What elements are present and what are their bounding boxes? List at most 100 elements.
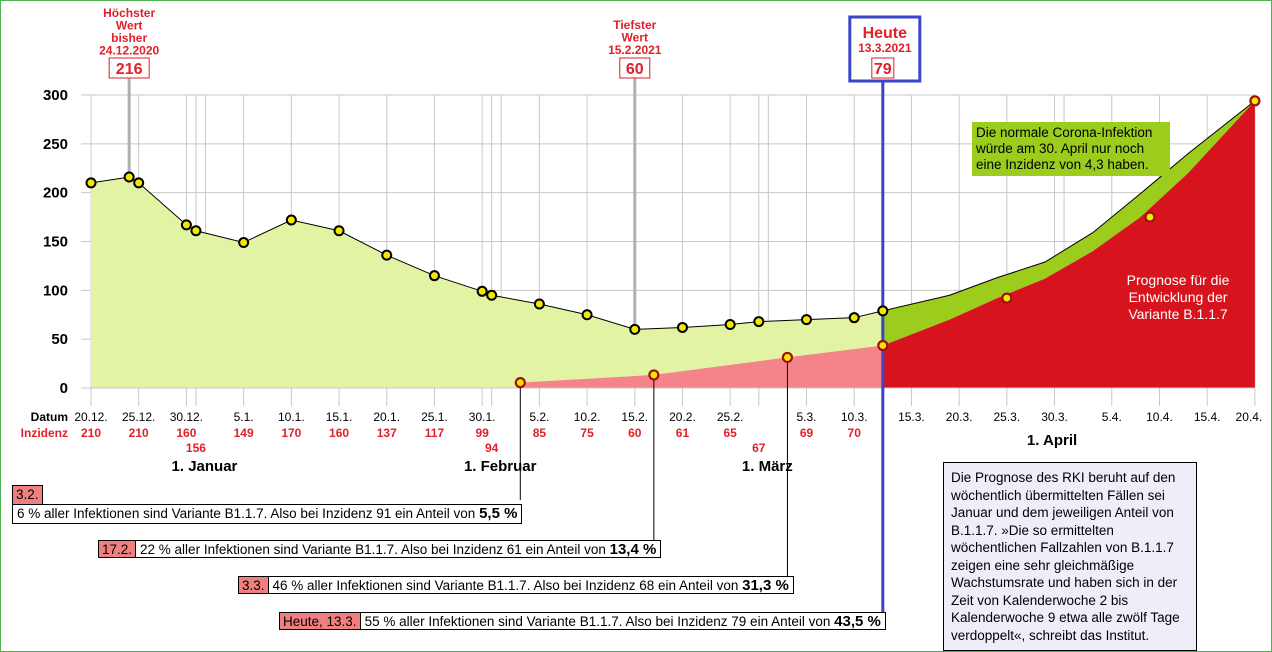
data-point (285, 214, 297, 226)
data-point (848, 312, 860, 324)
area-total-reported (91, 177, 883, 388)
data-point (629, 323, 641, 335)
x-tick-incidence: 170 (281, 426, 301, 440)
x-tick-date: 30.3. (1041, 410, 1068, 424)
data-point (877, 305, 889, 317)
data-point (486, 289, 498, 301)
annotation-date: 3.3. (238, 576, 269, 594)
month-label: 1. April (1027, 432, 1077, 449)
data-point (533, 298, 545, 310)
annotation-share: 43,5 % (834, 613, 881, 630)
y-tick-label: 200 (43, 185, 68, 202)
annotation-share: 5,5 % (479, 505, 518, 522)
annotation-text: 55 % aller Infektionen sind Variante B1.… (360, 612, 886, 630)
callout-line: Wert (116, 19, 142, 33)
x-tick-incidence: 210 (129, 426, 149, 440)
x-tick-incidence: 67 (752, 441, 766, 455)
x-tick-date: 20.4. (1236, 410, 1263, 424)
x-tick-incidence: 61 (676, 426, 690, 440)
x-tick-date: 25.1. (421, 410, 448, 424)
data-point (190, 225, 202, 237)
data-point (724, 319, 736, 331)
variant-point (648, 369, 660, 381)
x-tick-date: 30.1. (469, 410, 496, 424)
x-tick-date: 10.4. (1146, 410, 1173, 424)
annotation-date: Heute, 13.3. (279, 612, 361, 630)
month-label: 1. Februar (464, 458, 537, 475)
annotation-date: 17.2. (98, 540, 137, 558)
annotation-3-2: 3.2. 6 % aller Infektionen sind Variante… (12, 485, 523, 524)
x-tick-incidence: 117 (425, 426, 445, 440)
callout-line: Wert (622, 31, 648, 45)
x-tick-date: 20.1. (373, 410, 400, 424)
callout-value: 60 (626, 61, 644, 78)
data-point (381, 249, 393, 261)
forecast-label: Prognose für die Entwicklung der Variant… (1126, 272, 1230, 322)
callout-line: bisher (111, 31, 147, 45)
rki-info-box: Die Prognose des RKI beruht auf den wöch… (943, 462, 1197, 651)
annotation-17-2: 17.2. 22 % aller Infektionen sind Varian… (98, 540, 662, 558)
data-point (180, 219, 192, 231)
x-tick-incidence: 85 (533, 426, 547, 440)
area-forecast-wildtype (882, 100, 1255, 346)
x-tick-date: 20.2. (669, 410, 696, 424)
data-point (801, 314, 812, 326)
x-tick-date: 5.4. (1102, 410, 1122, 424)
today-value-box (871, 57, 895, 79)
x-tick-incidence: 60 (628, 426, 642, 440)
callout-value: 216 (116, 61, 143, 78)
y-tick-label: 100 (43, 282, 68, 299)
x-tick-incidence: 156 (186, 441, 206, 455)
variant-point (1001, 292, 1013, 304)
x-tick-incidence: 69 (800, 426, 814, 440)
callout-line: 24.12.2020 (99, 44, 159, 58)
x-tick-incidence: 149 (234, 426, 254, 440)
y-tick-label: 0 (60, 380, 68, 397)
x-tick-date: 15.1. (326, 410, 353, 424)
data-point (581, 309, 593, 321)
callout-value-box (619, 57, 651, 79)
data-point (333, 225, 345, 237)
data-point (133, 177, 145, 189)
x-tick-incidence: 94 (485, 441, 499, 455)
x-tick-date: 5.3. (796, 410, 816, 424)
variant-point (1249, 95, 1261, 107)
x-tick-date: 25.2. (717, 410, 744, 424)
x-tick-incidence: 70 (848, 426, 862, 440)
data-point (123, 171, 135, 183)
x-tick-date: 25.12. (122, 410, 155, 424)
x-tick-date: 20.12. (74, 410, 107, 424)
data-point (238, 236, 250, 248)
month-label: 1. März (742, 458, 793, 475)
y-tick-label: 250 (43, 136, 68, 153)
x-tick-date: 5.1. (234, 410, 254, 424)
x-tick-date: 10.2. (574, 410, 601, 424)
x-tick-incidence: 160 (176, 426, 196, 440)
callout-line: Höchster (103, 6, 155, 20)
y-tick-label: 150 (43, 234, 68, 251)
x-tick-date: 5.2. (529, 410, 549, 424)
x-tick-date: 20.3. (946, 410, 973, 424)
today-title: Heute (863, 25, 908, 42)
x-tick-date: 15.3. (898, 410, 925, 424)
annotation-3-3: 3.3. 46 % aller Infektionen sind Variant… (238, 576, 794, 594)
data-point (476, 285, 488, 297)
y-tick-label: 50 (51, 331, 68, 348)
annotation-text: 6 % aller Infektionen sind Variante B1.1… (12, 504, 523, 524)
x-tick-incidence: 99 (475, 426, 489, 440)
row-label-date: Datum (31, 410, 68, 424)
x-tick-date: 30.12. (170, 410, 203, 424)
line-total-forecast (882, 100, 1256, 312)
callout-line: 15.2.2021 (608, 43, 662, 57)
callout-value-box (108, 57, 150, 79)
x-tick-incidence: 75 (580, 426, 594, 440)
data-point (676, 321, 688, 333)
x-tick-incidence: 65 (724, 426, 738, 440)
area-variant-reported (520, 345, 883, 388)
variant-point (1144, 211, 1156, 223)
annotation-text: 46 % aller Infektionen sind Variante B1.… (268, 576, 794, 594)
x-tick-incidence: 137 (377, 426, 397, 440)
data-point (428, 270, 440, 282)
x-tick-date: 10.1. (278, 410, 305, 424)
